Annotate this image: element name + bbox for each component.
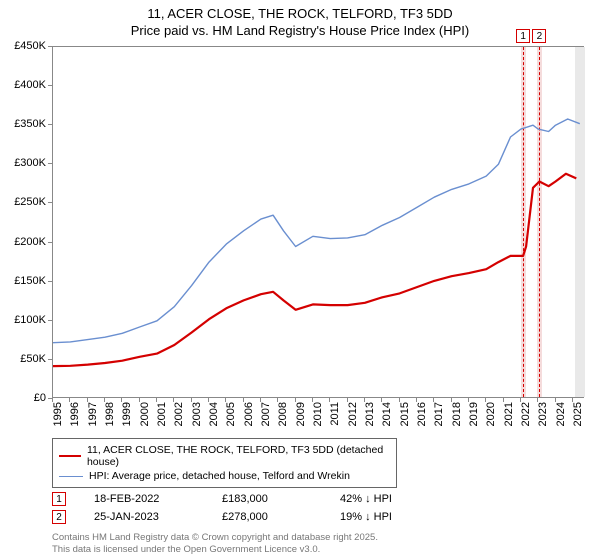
- y-tick-label: £200K: [14, 236, 46, 248]
- x-tick-label: 2012: [347, 402, 359, 426]
- x-tick-label: 2006: [243, 402, 255, 426]
- legend-row-price_paid: 11, ACER CLOSE, THE ROCK, TELFORD, TF3 5…: [59, 443, 390, 469]
- legend-swatch: [59, 476, 83, 477]
- x-tick-label: 2021: [503, 402, 515, 426]
- x-tick-label: 1999: [121, 402, 133, 426]
- x-tick-label: 1995: [52, 402, 64, 426]
- x-tick-label: 2014: [381, 402, 393, 426]
- series-price_paid: [53, 174, 576, 366]
- footer-line-1: Contains HM Land Registry data © Crown c…: [52, 532, 378, 544]
- y-tick-label: £100K: [14, 314, 46, 326]
- y-tick-label: £0: [34, 392, 46, 404]
- marker-delta: 42% ↓ HPI: [340, 493, 392, 505]
- x-tick-label: 2018: [451, 402, 463, 426]
- footer-line-2: This data is licensed under the Open Gov…: [52, 544, 378, 556]
- legend-label: HPI: Average price, detached house, Telf…: [89, 470, 350, 482]
- plot-region: 12: [52, 46, 584, 398]
- x-tick-label: 2010: [312, 402, 324, 426]
- x-tick-label: 1996: [69, 402, 81, 426]
- legend: 11, ACER CLOSE, THE ROCK, TELFORD, TF3 5…: [52, 438, 397, 488]
- chart-lines: [53, 47, 585, 399]
- x-tick-label: 2004: [208, 402, 220, 426]
- marker-date: 18-FEB-2022: [94, 493, 194, 505]
- x-tick-label: 2022: [520, 402, 532, 426]
- title-block: 11, ACER CLOSE, THE ROCK, TELFORD, TF3 5…: [0, 0, 600, 38]
- y-tick-label: £50K: [20, 353, 46, 365]
- y-tick-label: £250K: [14, 196, 46, 208]
- event-marker-1: 1: [516, 29, 530, 43]
- x-tick-label: 2000: [139, 402, 151, 426]
- marker-table: 1 18-FEB-2022 £183,000 42% ↓ HPI 2 25-JAN-202…: [52, 488, 392, 524]
- x-tick-label: 2025: [572, 402, 584, 426]
- x-tick-label: 2017: [433, 402, 445, 426]
- marker-delta: 19% ↓ HPI: [340, 511, 392, 523]
- x-tick-label: 2016: [416, 402, 428, 426]
- marker-price: £183,000: [222, 493, 312, 505]
- event-marker-2: 2: [532, 29, 546, 43]
- x-tick-label: 1997: [87, 402, 99, 426]
- title-line-2: Price paid vs. HM Land Registry's House …: [0, 23, 600, 38]
- title-line-1: 11, ACER CLOSE, THE ROCK, TELFORD, TF3 5…: [0, 6, 600, 21]
- x-tick-label: 2009: [295, 402, 307, 426]
- x-tick-label: 2024: [555, 402, 567, 426]
- legend-swatch: [59, 455, 81, 457]
- marker-row: 1 18-FEB-2022 £183,000 42% ↓ HPI: [52, 488, 392, 506]
- y-tick-label: £300K: [14, 157, 46, 169]
- footer: Contains HM Land Registry data © Crown c…: [52, 532, 378, 556]
- x-tick-label: 1998: [104, 402, 116, 426]
- y-tick-label: £350K: [14, 118, 46, 130]
- x-tick-label: 2023: [537, 402, 549, 426]
- x-tick-label: 2002: [173, 402, 185, 426]
- x-tick-label: 2005: [225, 402, 237, 426]
- x-tick-label: 2013: [364, 402, 376, 426]
- marker-date: 25-JAN-2023: [94, 511, 194, 523]
- x-tick-label: 2019: [468, 402, 480, 426]
- y-tick-label: £400K: [14, 79, 46, 91]
- series-hpi: [53, 119, 580, 343]
- chart-container: 11, ACER CLOSE, THE ROCK, TELFORD, TF3 5…: [0, 0, 600, 560]
- x-tick-label: 2015: [399, 402, 411, 426]
- marker-num: 2: [52, 510, 66, 524]
- chart-area: 12 £0£50K£100K£150K£200K£250K£300K£350K£…: [52, 46, 584, 398]
- x-tick-label: 2007: [260, 402, 272, 426]
- y-tick-label: £450K: [14, 40, 46, 52]
- legend-label: 11, ACER CLOSE, THE ROCK, TELFORD, TF3 5…: [87, 444, 390, 468]
- y-tick-label: £150K: [14, 275, 46, 287]
- x-tick-label: 2008: [277, 402, 289, 426]
- marker-num: 1: [52, 492, 66, 506]
- x-tick-label: 2001: [156, 402, 168, 426]
- marker-price: £278,000: [222, 511, 312, 523]
- x-tick-label: 2020: [485, 402, 497, 426]
- marker-row: 2 25-JAN-2023 £278,000 19% ↓ HPI: [52, 506, 392, 524]
- legend-row-hpi: HPI: Average price, detached house, Telf…: [59, 469, 390, 483]
- x-tick-label: 2011: [329, 402, 341, 426]
- x-tick-label: 2003: [191, 402, 203, 426]
